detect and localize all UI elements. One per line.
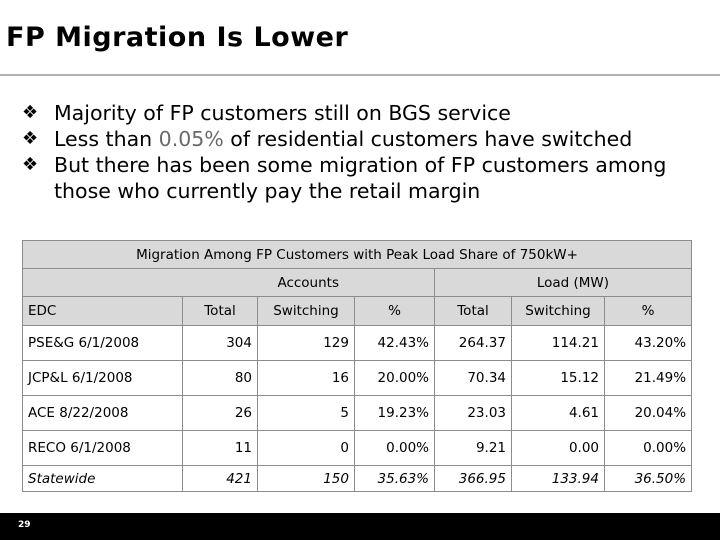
column-header-row: EDC Total Switching % Total Switching % [22,296,693,326]
table-cell: 20.04% [603,395,693,431]
column-header: Switching [257,296,355,326]
table-cell: 264.37 [434,325,512,361]
bullet-list: ❖ Majority of FP customers still on BGS … [22,100,712,204]
page-number: 29 [18,520,31,530]
table-cell: 23.03 [434,395,512,431]
bullet-text: Less than 0.05% of residential customers… [54,127,633,151]
table-cell: RECO 6/1/2008 [22,430,183,466]
table-cell: 35.63% [354,465,435,492]
table-cell: 4.61 [511,395,605,431]
column-header: Switching [511,296,605,326]
column-header: EDC [22,296,183,326]
table-cell: 80 [182,360,258,396]
table-cell: 133.94 [511,465,605,492]
table-cell: 129 [257,325,355,361]
highlighted-percentage: 0.05% [158,127,224,151]
table-cell: JCP&L 6/1/2008 [22,360,183,396]
bullet-text: Majority of FP customers still on BGS se… [54,101,511,125]
table-cell: 20.00% [354,360,435,396]
migration-table: Migration Among FP Customers with Peak L… [21,240,693,492]
total-row: Statewide 421 150 35.63% 366.95 133.94 3… [22,465,693,492]
column-header: % [354,296,435,326]
table-cell: PSE&G 6/1/2008 [22,325,183,361]
table-cell: 36.50% [603,465,693,492]
title-divider [0,74,720,76]
footer-bar: 29 [0,513,720,540]
diamond-bullet-icon: ❖ [22,128,39,149]
table-cell: Statewide [22,465,183,492]
slide-title: FP Migration Is Lower [6,22,349,53]
group-header-load: Load (MW) [433,268,693,297]
table-cell: 150 [257,465,355,492]
bullet-text: But there has been some migration of FP … [54,153,667,203]
column-header: Total [182,296,258,326]
table-cell: 16 [257,360,355,396]
column-header: % [603,296,693,326]
table-cell: 0.00 [511,430,605,466]
diamond-bullet-icon: ❖ [22,154,39,175]
group-header-accounts: Accounts [22,268,435,297]
table-cell: 421 [182,465,258,492]
table-cell: 9.21 [434,430,512,466]
table-cell: 366.95 [434,465,512,492]
bullet-item: ❖ Less than 0.05% of residential custome… [22,126,712,152]
table-cell: 19.23% [354,395,435,431]
table-cell: 15.12 [511,360,605,396]
table-cell: 304 [182,325,258,361]
bullet-item: ❖ Majority of FP customers still on BGS … [22,100,712,126]
table-row: RECO 6/1/2008 11 0 0.00% 9.21 0.00 0.00% [22,430,693,466]
bullet-item: ❖ But there has been some migration of F… [22,152,712,204]
column-header: Total [434,296,512,326]
table-row: PSE&G 6/1/2008 304 129 42.43% 264.37 114… [22,325,693,361]
table-cell: ACE 8/22/2008 [22,395,183,431]
table-cell: 11 [182,430,258,466]
table-cell: 5 [257,395,355,431]
table-row: ACE 8/22/2008 26 5 19.23% 23.03 4.61 20.… [22,395,693,431]
table-row: JCP&L 6/1/2008 80 16 20.00% 70.34 15.12 … [22,360,693,396]
table-cell: 0 [257,430,355,466]
table-cell: 21.49% [603,360,693,396]
table-caption: Migration Among FP Customers with Peak L… [21,240,693,269]
table-cell: 114.21 [511,325,605,361]
table-cell: 0.00% [603,430,693,466]
diamond-bullet-icon: ❖ [22,102,39,123]
table-cell: 0.00% [354,430,435,466]
table-cell: 43.20% [603,325,693,361]
table-cell: 26 [182,395,258,431]
table-cell: 42.43% [354,325,435,361]
table-cell: 70.34 [434,360,512,396]
